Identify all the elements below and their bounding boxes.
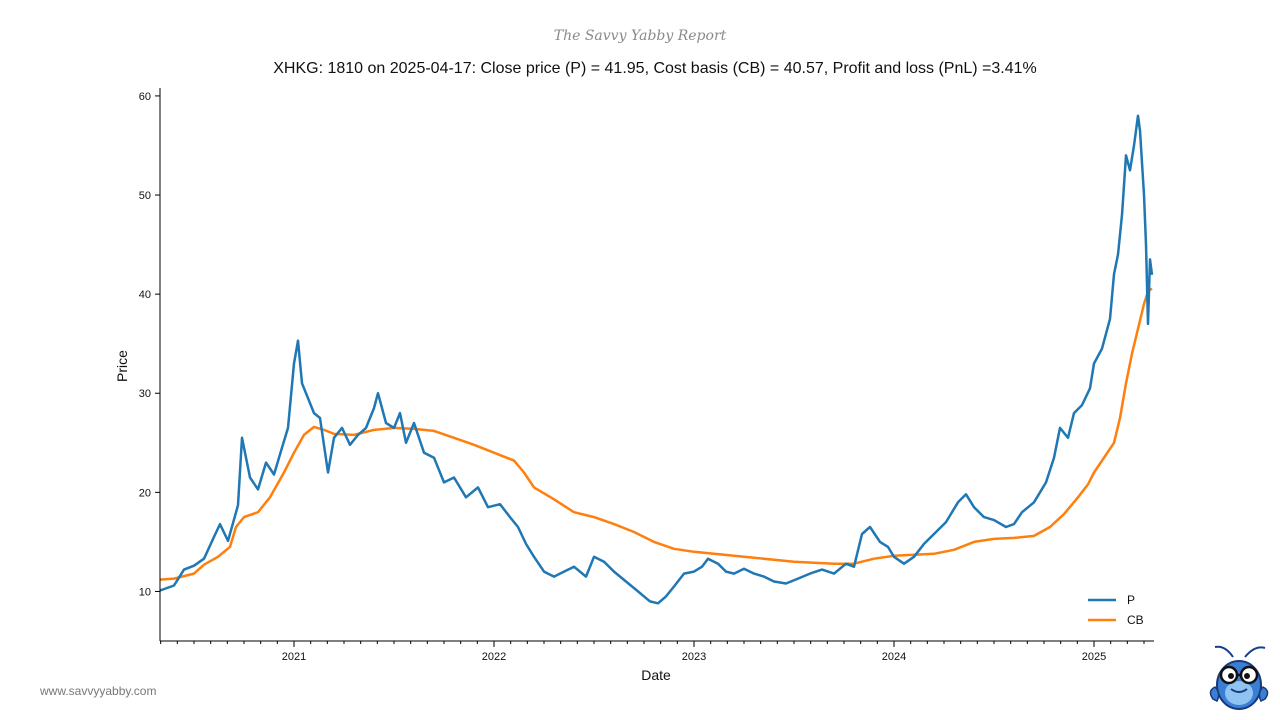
report-brand: The Savvy Yabby Report: [553, 28, 727, 44]
plot-lines: [159, 114, 1154, 605]
series-line-p: [159, 114, 1154, 605]
y-tick-label: 20: [139, 487, 151, 499]
y-tick-label: 10: [139, 586, 151, 598]
y-tick-label: 60: [139, 91, 151, 103]
x-ticks: 2021 2022 2023 2024 2025: [160, 641, 1145, 663]
y-ticks: 10 20 30 40 50 60: [139, 91, 160, 598]
legend-label-cb: CB: [1127, 613, 1144, 627]
x-tick-label: 2021: [282, 651, 306, 663]
series-line-cb: [159, 287, 1153, 581]
y-tick-label: 50: [139, 190, 151, 202]
chart-title: XHKG: 1810 on 2025-04-17: Close price (P…: [273, 60, 1037, 77]
x-tick-label: 2024: [882, 651, 906, 663]
legend-label-p: P: [1127, 593, 1135, 607]
y-tick-label: 30: [139, 388, 151, 400]
x-tick-label: 2023: [682, 651, 706, 663]
x-tick-label: 2025: [1082, 651, 1106, 663]
legend: P CB: [1088, 593, 1144, 627]
x-tick-label: 2022: [482, 651, 506, 663]
website-link[interactable]: www.savvyyabby.com: [40, 684, 157, 698]
yabby-mascot-icon: [1209, 645, 1269, 710]
y-tick-label: 40: [139, 289, 151, 301]
x-axis-label: Date: [641, 667, 671, 683]
y-axis-label: Price: [114, 350, 130, 382]
